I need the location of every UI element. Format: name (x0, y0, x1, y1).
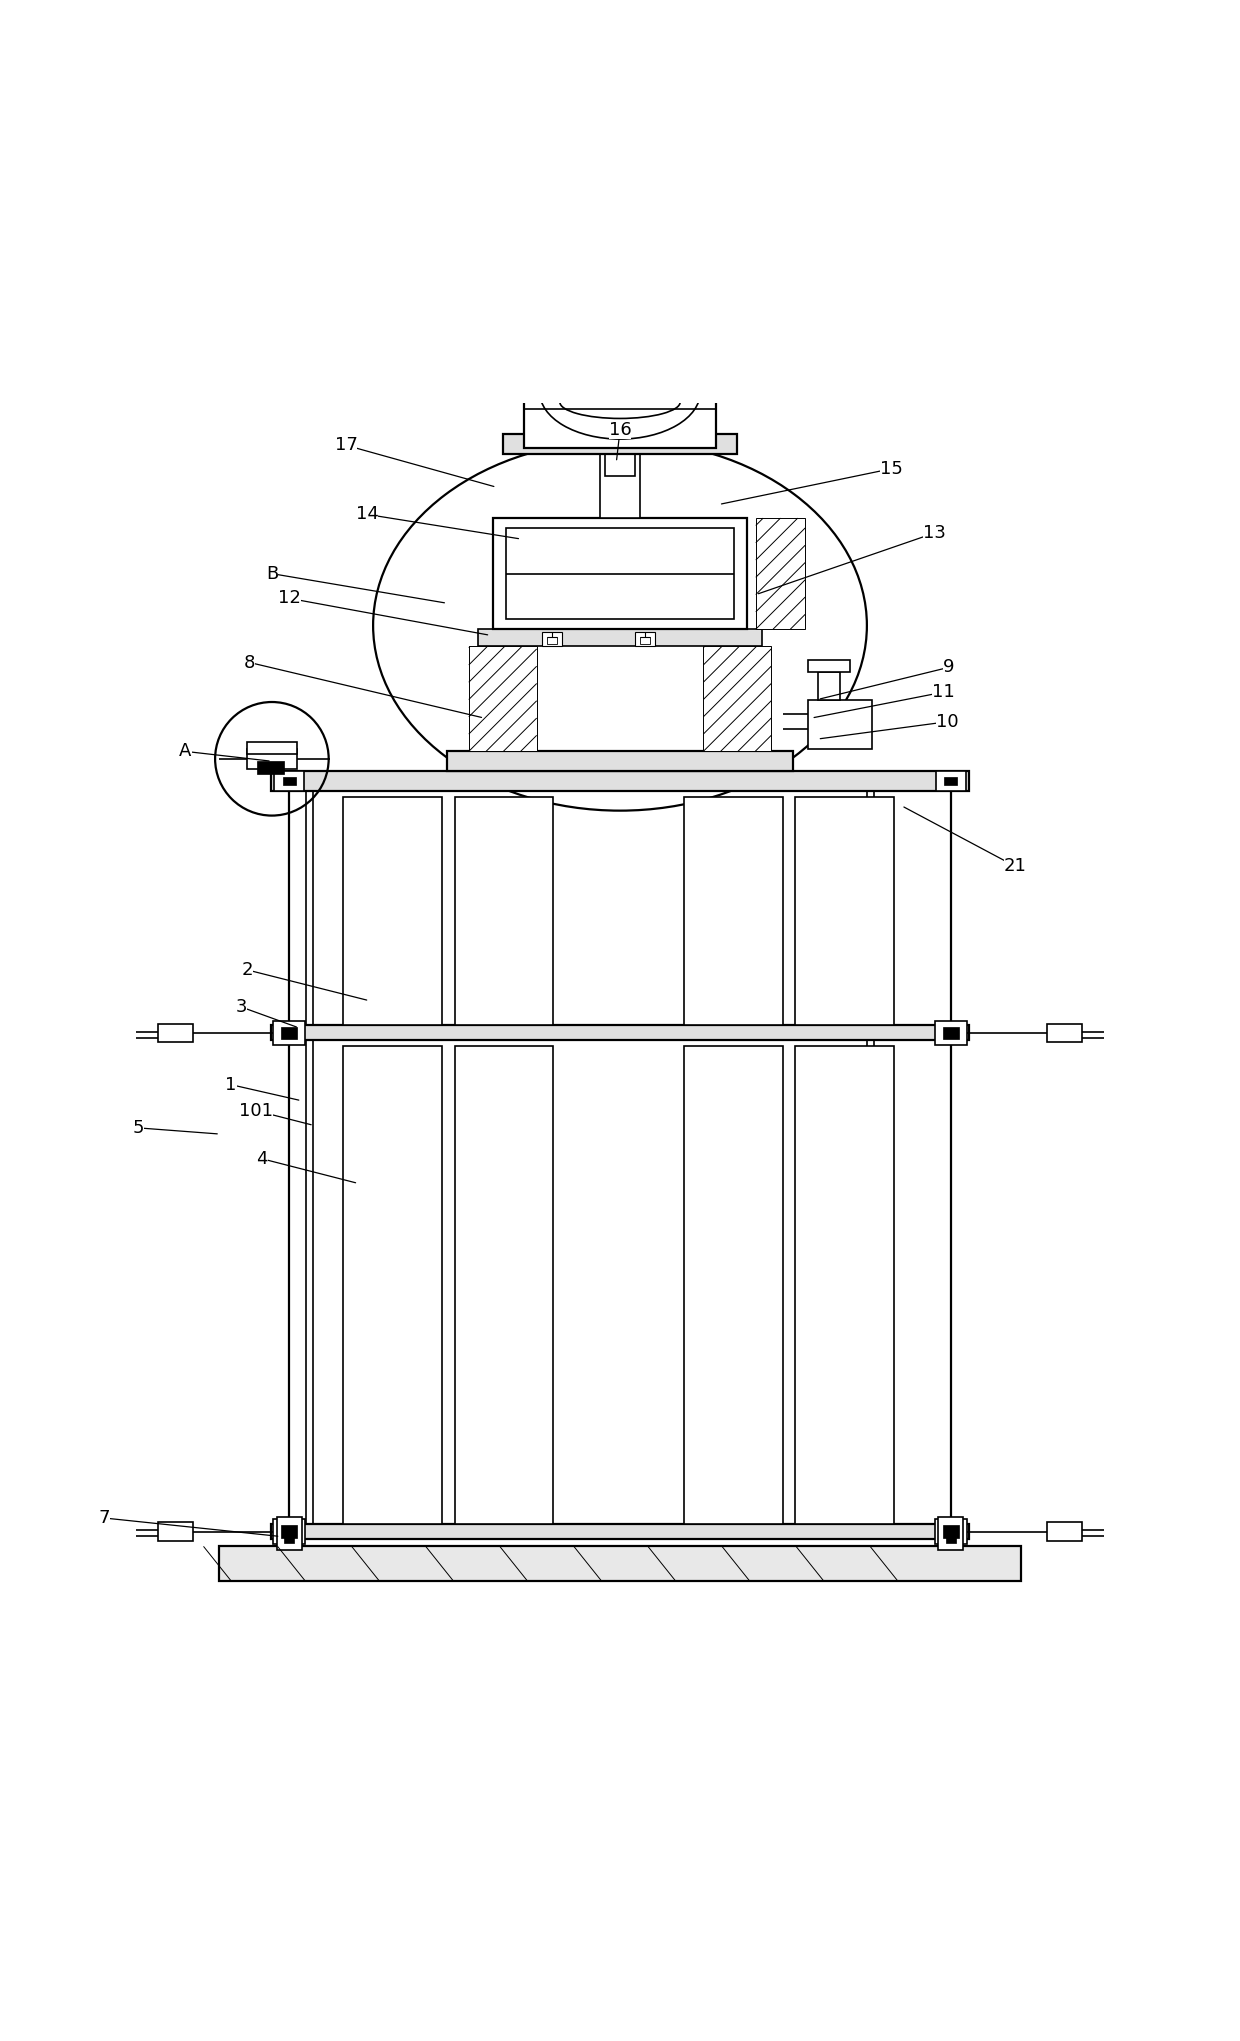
Bar (795, 798, 894, 1025)
Text: 13: 13 (924, 525, 946, 543)
Text: 15: 15 (880, 459, 903, 478)
Bar (635, 631, 655, 647)
Bar (506, 529, 734, 618)
Bar (277, 1519, 301, 1549)
Bar (343, 798, 443, 1025)
Text: B: B (265, 565, 278, 582)
Text: 8: 8 (244, 653, 255, 671)
Bar (159, 1025, 193, 1043)
Bar (703, 647, 771, 751)
Bar (281, 1525, 298, 1537)
Text: 3: 3 (236, 998, 247, 1016)
Bar (600, 453, 640, 518)
Bar (946, 1531, 956, 1543)
Text: 11: 11 (932, 684, 955, 702)
Bar (640, 637, 650, 645)
Text: 9: 9 (942, 659, 954, 676)
Bar (455, 798, 553, 1025)
Bar (273, 1020, 305, 1045)
Bar (817, 671, 839, 700)
Bar (502, 435, 738, 453)
Bar (935, 1519, 967, 1543)
Bar (945, 778, 957, 786)
Bar (1047, 1523, 1081, 1541)
Bar (469, 647, 537, 751)
Text: 12: 12 (278, 590, 300, 608)
Text: 5: 5 (133, 1118, 144, 1137)
Bar (547, 637, 557, 645)
Bar (274, 771, 304, 792)
Bar (795, 1047, 894, 1525)
Bar (343, 1047, 443, 1525)
Bar (283, 778, 295, 786)
Bar (605, 453, 635, 476)
Bar (257, 761, 284, 774)
Bar (455, 1047, 553, 1525)
Text: 4: 4 (257, 1149, 268, 1167)
Text: 1: 1 (226, 1076, 237, 1094)
Bar (942, 1525, 959, 1537)
Text: 7: 7 (98, 1508, 110, 1527)
Bar (756, 518, 805, 629)
Text: 17: 17 (335, 437, 357, 455)
Bar (684, 798, 782, 1025)
Bar (542, 631, 562, 647)
Bar (273, 1519, 305, 1543)
Bar (270, 771, 970, 792)
Bar (281, 1027, 298, 1039)
Bar (935, 1020, 967, 1045)
Bar (218, 1547, 1022, 1582)
Bar (807, 659, 849, 671)
Bar (807, 700, 872, 749)
Bar (159, 1523, 193, 1541)
Text: 10: 10 (936, 712, 959, 731)
Bar (494, 518, 746, 629)
Bar (684, 1047, 782, 1525)
Text: 16: 16 (609, 420, 631, 439)
Bar (247, 749, 296, 769)
Bar (448, 751, 792, 771)
Bar (1047, 1025, 1081, 1043)
Bar (247, 741, 296, 753)
Bar (479, 629, 761, 647)
Text: 101: 101 (239, 1102, 273, 1121)
Text: 21: 21 (1003, 857, 1027, 876)
Bar (939, 1519, 963, 1549)
Text: 14: 14 (356, 506, 378, 522)
Bar (936, 771, 966, 792)
Bar (270, 1525, 970, 1539)
Text: 2: 2 (242, 961, 253, 980)
Bar (942, 1027, 959, 1039)
Text: A: A (180, 743, 192, 761)
Bar (549, 335, 691, 371)
Bar (525, 371, 715, 447)
Bar (284, 1531, 294, 1543)
Bar (270, 1025, 970, 1041)
